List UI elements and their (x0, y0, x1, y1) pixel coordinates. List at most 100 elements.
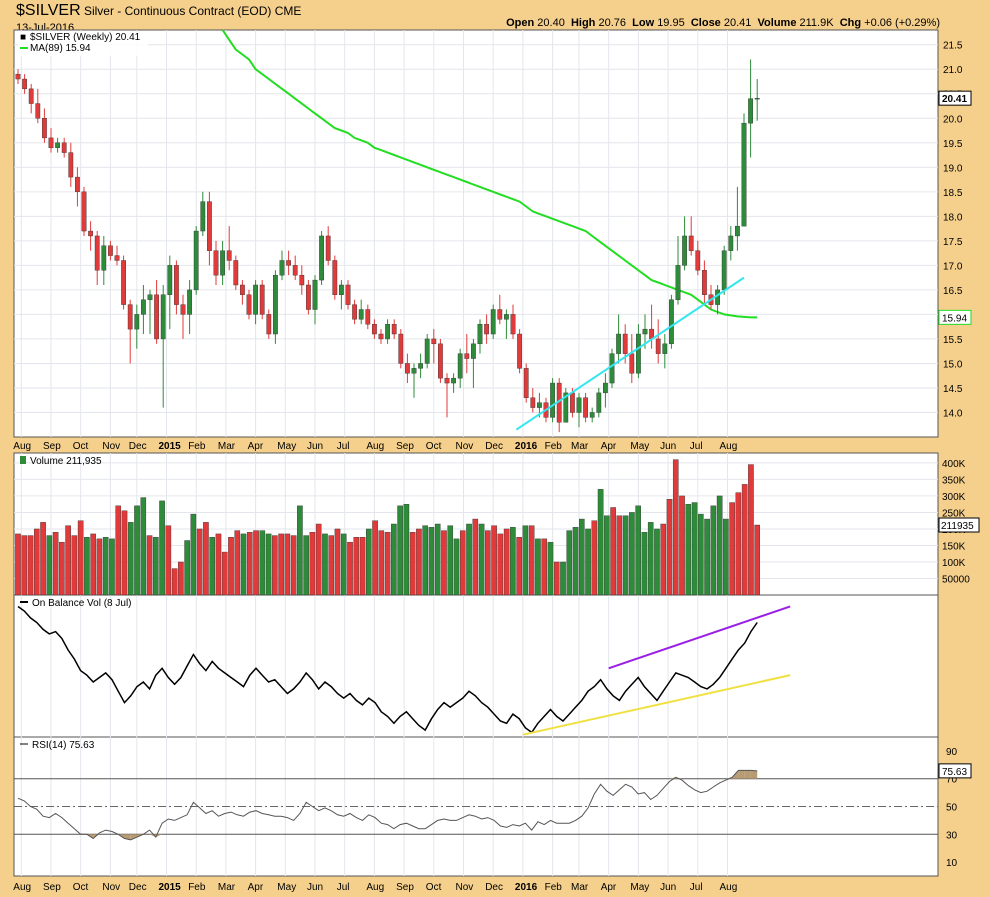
volume-tag-box (938, 517, 980, 533)
volume-bar (102, 537, 109, 596)
candle-body (702, 270, 707, 295)
candle-body (378, 333, 384, 340)
x-tick-label: Aug (13, 441, 31, 452)
price-legend-bg (18, 32, 148, 56)
candle-body (570, 392, 575, 413)
legend-symbol: $SILVER (Weekly) 20.41 (30, 32, 141, 43)
x-tick-label-bottom: Sep (43, 882, 61, 893)
rsi-tag-box (938, 763, 972, 779)
x-tick-label-bottom: Aug (720, 882, 738, 893)
rsi-overbought-fill (750, 770, 758, 779)
volume-bar (303, 535, 309, 596)
high-value: 20.76 (598, 17, 626, 29)
candle-body (180, 304, 186, 315)
obv-panel (13, 594, 939, 738)
volume-bar (698, 513, 704, 596)
volume-bar (666, 499, 673, 596)
volume-bar (221, 551, 228, 596)
x-tick-label-bottom: Feb (545, 882, 563, 893)
volume-bar (140, 497, 147, 596)
volume-bar (578, 518, 585, 596)
volume-bar (428, 527, 435, 596)
low-label: Low (632, 17, 655, 29)
volume-bar (729, 502, 735, 596)
volume-bar (52, 532, 59, 596)
volume-bar (372, 520, 378, 596)
volume-bar (40, 522, 46, 596)
candle-body (464, 353, 470, 359)
candle-body (629, 353, 635, 374)
candle-body (655, 338, 661, 354)
volume-bar (184, 540, 190, 596)
candle-body (688, 235, 694, 251)
volume-bar (591, 520, 598, 596)
candle-body (233, 260, 239, 286)
volume-bar (672, 459, 679, 596)
candle-body (339, 284, 344, 295)
candle-body (603, 382, 608, 394)
x-tick-label: Oct (73, 441, 89, 452)
candle-body (286, 260, 291, 266)
candle-body (22, 78, 27, 90)
volume-bar (459, 530, 466, 596)
price-tick-label: 21.0 (943, 65, 963, 76)
candle-body (589, 412, 595, 418)
candle-body (471, 343, 476, 359)
x-tick-label: Sep (396, 441, 414, 452)
volume-bar (65, 525, 71, 596)
candle-body (391, 324, 397, 335)
candle-body (88, 230, 94, 237)
volume-bar (710, 505, 717, 596)
x-tick-label-bottom: 2016 (515, 882, 538, 893)
legend-volume: Volume 211,935 (30, 456, 102, 467)
obv-yellow-trend-line (522, 674, 791, 736)
volume-bar (510, 527, 516, 596)
candle-body (259, 284, 265, 315)
x-tick-label-bottom: Mar (218, 882, 236, 893)
candle-body (741, 122, 747, 227)
candle-body (345, 284, 351, 305)
volume-bar (754, 524, 760, 596)
candle-body (61, 142, 67, 153)
price-tick-label: 18.5 (943, 188, 963, 199)
volume-bar (616, 515, 623, 596)
volume-bar (585, 528, 591, 596)
x-tick-label-bottom: Apr (248, 882, 264, 893)
volume-bar (741, 484, 748, 596)
volume-bar (96, 538, 103, 596)
volume-bar (165, 525, 172, 596)
x-tick-label: Feb (188, 441, 206, 452)
symbol: $SILVER (16, 2, 81, 19)
candle-body (266, 314, 272, 335)
candle-body (127, 304, 133, 330)
candle-body (94, 235, 100, 271)
candle-body (200, 201, 206, 232)
volume-bar (384, 532, 391, 596)
volume-bar (27, 535, 34, 596)
volume-bar (284, 533, 291, 596)
volume-bar (90, 533, 96, 596)
volume-bar (59, 541, 65, 596)
x-tick-label: Nov (102, 441, 120, 452)
candle-body (748, 98, 754, 124)
price-tick-label: 20.0 (943, 114, 963, 125)
candle-body (728, 235, 734, 251)
x-tick-label: Apr (601, 441, 617, 452)
price-tick-label: 18.0 (943, 212, 963, 223)
x-tick-label-bottom: Dec (485, 882, 503, 893)
x-tick-label: Mar (571, 441, 589, 452)
candle-body (220, 250, 225, 276)
candle-body (510, 314, 516, 335)
rsi-tick-label: 90 (946, 747, 958, 758)
last-price-tag: 20.41 (942, 94, 967, 105)
volume-bar (622, 515, 629, 596)
candle-body (523, 368, 529, 398)
volume-bar (340, 533, 347, 596)
candle-body (457, 353, 463, 379)
candle-body (35, 103, 41, 119)
volume-bar (228, 537, 234, 596)
volume-bar (597, 489, 604, 596)
x-tick-label: Nov (456, 441, 474, 452)
x-tick-label: Jun (307, 441, 323, 452)
